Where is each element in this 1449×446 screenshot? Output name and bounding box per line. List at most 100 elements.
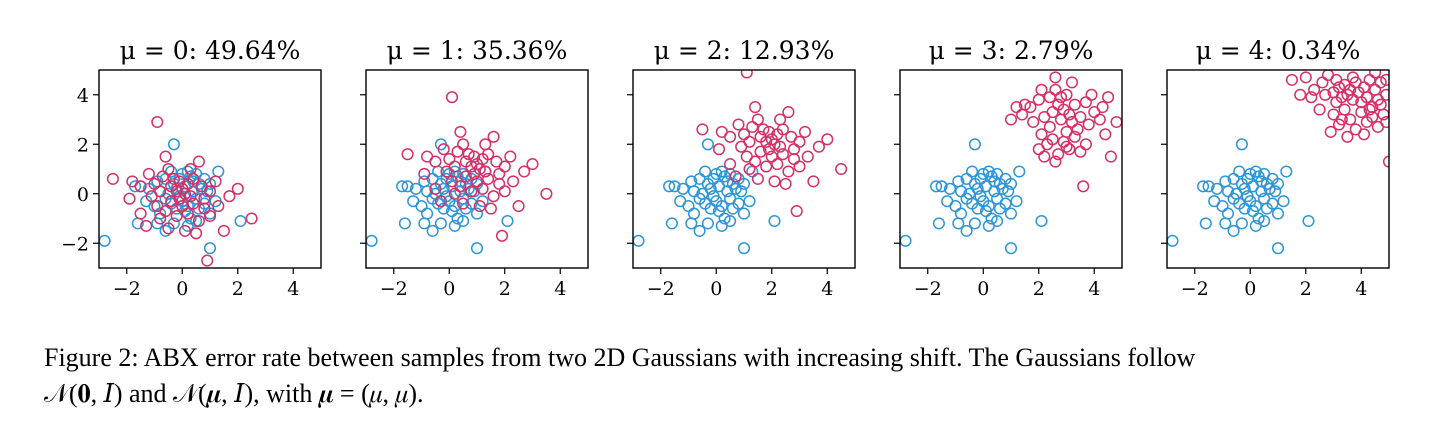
scatter-point-series-1 bbox=[159, 224, 172, 237]
y-tick-label: 0 bbox=[77, 184, 89, 206]
scatter-point-series-1 bbox=[1244, 167, 1257, 180]
scatter-point-series-1 bbox=[415, 200, 428, 213]
scatter-point-series-1 bbox=[687, 207, 701, 220]
scatter-point-series-1 bbox=[426, 224, 439, 237]
scatter-point-series-2 bbox=[1060, 140, 1073, 153]
scatter-point-series-2 bbox=[1330, 96, 1343, 109]
scatter-point-series-2 bbox=[793, 160, 806, 173]
scatter-point-series-1 bbox=[743, 195, 756, 208]
scatter-point-series-1 bbox=[707, 190, 720, 203]
scatter-point-series-2 bbox=[1363, 73, 1376, 86]
scatter-point-series-1 bbox=[434, 217, 447, 230]
scatter-point-series-1 bbox=[693, 224, 706, 237]
scatter-point-series-2 bbox=[134, 207, 147, 220]
scatter-point-series-2 bbox=[835, 162, 848, 176]
scatter-point-series-1 bbox=[932, 217, 945, 230]
scatter-point-series-2 bbox=[1294, 88, 1307, 101]
panel-frame bbox=[365, 69, 589, 269]
scatter-point-series-1 bbox=[1199, 217, 1212, 230]
panel-frame bbox=[899, 69, 1123, 269]
scatter-point-series-1 bbox=[451, 212, 464, 225]
scatter-point-series-1 bbox=[954, 207, 968, 220]
scatter-point-series-2 bbox=[1344, 113, 1357, 126]
scatter-point-series-1 bbox=[1252, 212, 1265, 225]
scatter-point-series-1 bbox=[1221, 207, 1235, 220]
scatter-point-series-2 bbox=[1369, 83, 1382, 96]
scatter-point-series-1 bbox=[724, 214, 737, 228]
scatter-point-series-1 bbox=[99, 234, 111, 247]
scatter-point-series-2 bbox=[1313, 103, 1326, 116]
scatter-point-series-2 bbox=[1035, 83, 1048, 96]
scatter-point-series-1 bbox=[960, 224, 973, 237]
scatter-point-series-2 bbox=[787, 143, 801, 156]
scatter-point-series-2 bbox=[821, 133, 834, 146]
scatter-point-series-1 bbox=[203, 177, 217, 190]
x-tick-label: −2 bbox=[113, 278, 141, 300]
scatter-point-series-2 bbox=[493, 177, 506, 190]
scatter-point-series-2 bbox=[746, 120, 759, 133]
scatter-point-series-2 bbox=[1010, 101, 1023, 114]
scatter-point-series-2 bbox=[724, 158, 737, 171]
scatter-point-series-1 bbox=[665, 217, 678, 230]
scatter-point-series-1 bbox=[952, 217, 965, 230]
figure-caption: Figure 2: ABX error rate between samples… bbox=[44, 340, 1434, 412]
x-tick-label: 4 bbox=[821, 278, 833, 300]
scatter-point-series-2 bbox=[1068, 98, 1081, 111]
panel-title: μ = 1: 35.36% bbox=[387, 36, 568, 65]
scatter-point-series-2 bbox=[1346, 71, 1359, 84]
panel-title: μ = 4: 0.34% bbox=[1196, 36, 1361, 65]
scatter-point-series-1 bbox=[704, 182, 717, 195]
x-tick-label: 0 bbox=[1244, 278, 1256, 300]
scatter-point-series-1 bbox=[935, 180, 948, 193]
panel-2: −2 0 2 4 μ = 1: 35.36% bbox=[360, 36, 589, 300]
scatter-point-series-1 bbox=[737, 242, 751, 255]
scatter-point-series-2 bbox=[487, 190, 500, 203]
scatter-point-series-1 bbox=[966, 165, 979, 178]
scatter-point-series-2 bbox=[1341, 130, 1354, 143]
scatter-point-series-1 bbox=[501, 214, 514, 228]
scatter-point-series-2 bbox=[1046, 133, 1059, 146]
scatter-point-series-1 bbox=[974, 190, 987, 203]
scatter-point-series-1 bbox=[203, 242, 217, 255]
scatter-point-series-1 bbox=[710, 167, 723, 180]
panel-title: μ = 3: 2.79% bbox=[929, 36, 1094, 65]
scatter-point-series-1 bbox=[1235, 138, 1248, 151]
scatter-point-series-2 bbox=[1063, 108, 1076, 121]
scatter-point-series-1 bbox=[1219, 217, 1232, 230]
scatter-point-series-1 bbox=[396, 180, 409, 193]
x-tick-label: −2 bbox=[647, 278, 675, 300]
scatter-point-series-1 bbox=[1035, 214, 1048, 228]
scatter-point-series-1 bbox=[401, 180, 414, 193]
scatter-point-series-2 bbox=[451, 145, 464, 158]
scatter-point-series-1 bbox=[418, 217, 431, 230]
scatter-point-series-2 bbox=[1074, 145, 1087, 158]
y-tick-label: 2 bbox=[77, 134, 89, 156]
scatter-point-series-1 bbox=[682, 200, 695, 213]
scatter-point-series-2 bbox=[732, 118, 745, 131]
scatter-point-series-2 bbox=[184, 190, 197, 203]
scatter-point-series-1 bbox=[1227, 224, 1240, 237]
scatter-point-series-2 bbox=[1049, 155, 1062, 168]
scatter-point-series-2 bbox=[217, 224, 230, 237]
scatter-point-series-1 bbox=[930, 180, 943, 193]
y-tick-label: −2 bbox=[61, 233, 89, 255]
scatter-point-series-1 bbox=[985, 212, 998, 225]
scatter-point-series-2 bbox=[779, 177, 792, 190]
scatter-point-series-2 bbox=[1035, 128, 1048, 141]
scatter-point-series-2 bbox=[774, 113, 787, 126]
scatter-point-series-2 bbox=[1043, 120, 1056, 133]
scatter-point-series-2 bbox=[162, 162, 175, 176]
scatter-point-series-2 bbox=[740, 70, 753, 79]
panel-4-points bbox=[900, 71, 1122, 255]
scatter-point-series-2 bbox=[768, 175, 781, 188]
scatter-point-series-2 bbox=[1054, 91, 1068, 104]
scatter-point-series-1 bbox=[1271, 207, 1285, 220]
scatter-point-series-1 bbox=[701, 217, 714, 230]
scatter-point-series-2 bbox=[223, 190, 236, 203]
scatter-point-series-1 bbox=[1302, 214, 1315, 228]
scatter-point-series-2 bbox=[134, 180, 147, 193]
scatter-point-series-2 bbox=[801, 150, 814, 163]
scatter-point-series-2 bbox=[1335, 113, 1348, 126]
scatter-point-series-2 bbox=[482, 172, 495, 185]
scatter-point-series-2 bbox=[1085, 88, 1098, 101]
